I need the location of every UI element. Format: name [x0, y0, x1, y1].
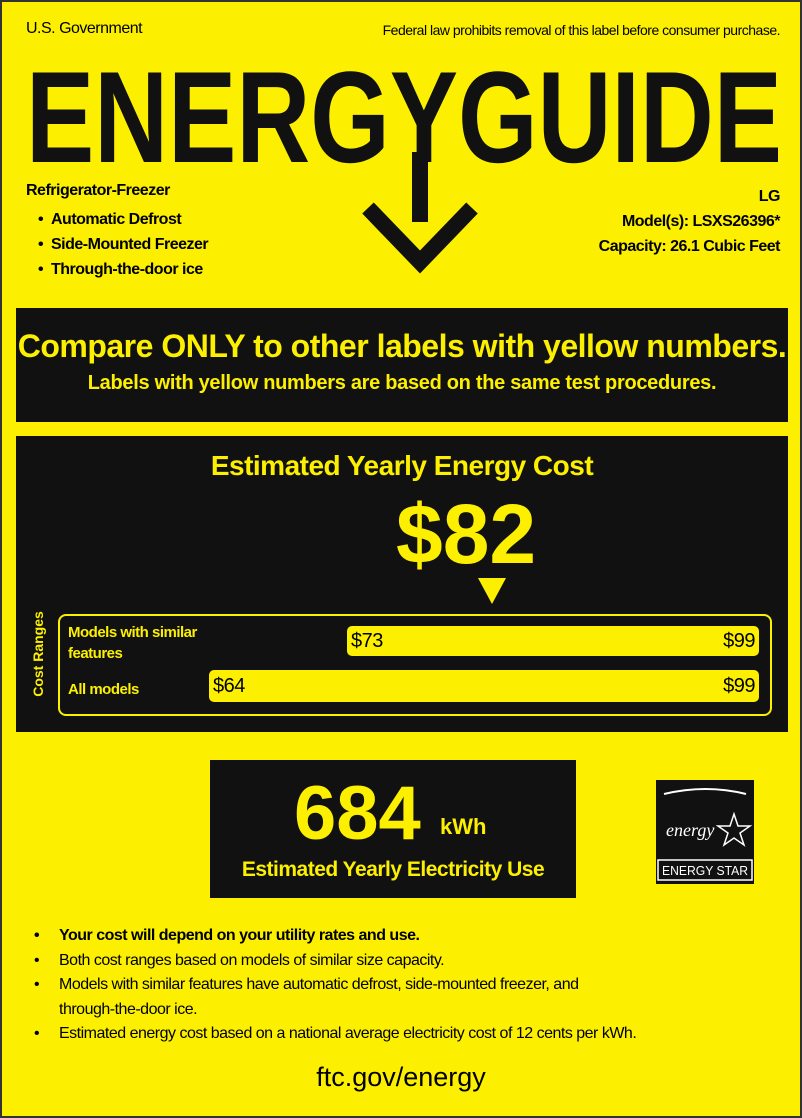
product-type: Refrigerator-Freezer — [26, 182, 170, 199]
note-text: Both cost ranges based on models of simi… — [59, 951, 445, 969]
kwh-unit: kWh — [440, 814, 487, 839]
brand: LG — [758, 188, 781, 205]
footer-url: ftc.gov/energy — [316, 1062, 486, 1092]
electricity-box: 684 kWh Estimated Yearly Electricity Use — [210, 760, 576, 898]
note: • Your cost will depend on your utility r… — [34, 924, 636, 949]
feature-text: Automatic Defrost — [51, 211, 182, 228]
ranges-frame — [58, 614, 772, 716]
law-text: Federal law prohibits removal of this la… — [382, 22, 781, 38]
notes: • Your cost will depend on your utility r… — [34, 924, 637, 1047]
range-bar: $73 $99 — [347, 626, 759, 656]
cost-marker — [478, 578, 506, 604]
note: • Models with similar features have autom… — [34, 973, 636, 1022]
feature: • Automatic Defrost — [38, 211, 182, 228]
energy-star-art: energy ENERGY STAR — [657, 788, 753, 881]
note-text: Models with similar features have automa… — [59, 976, 579, 1018]
range-low: $64 — [213, 675, 245, 697]
arrow-head — [362, 202, 478, 274]
cost-triangle — [478, 578, 506, 604]
energy-star-logo: energy ENERGY STAR — [656, 780, 754, 884]
kwh-value: 684 — [294, 771, 421, 856]
range-low: $73 — [351, 630, 383, 652]
feature-list: • Automatic Defrost • Side-Mounted Freez… — [38, 207, 209, 282]
logo-script: energy — [666, 820, 714, 840]
capacity: Capacity: 26.1 Cubic Feet — [598, 238, 781, 255]
note-text: Your cost will depend on your utility ra… — [59, 927, 420, 944]
range-bar: $64 $99 — [209, 670, 759, 702]
logo-label-box — [657, 859, 753, 881]
compare-box: Compare ONLY to other labels with yellow… — [16, 308, 788, 422]
title: ENERGYGUIDE — [26, 44, 782, 190]
logo-star — [715, 811, 753, 847]
feature-text: Through-the-door ice — [51, 261, 203, 278]
feature: • Through-the-door ice — [38, 261, 203, 278]
cost-box: Estimated Yearly Energy Cost $82 Cost Ra… — [16, 436, 788, 732]
feature-text: Side-Mounted Freezer — [51, 236, 209, 253]
cost-value: $82 — [396, 487, 537, 581]
note: • Estimated energy cost based on a nation… — [34, 1022, 637, 1047]
arrow-shaft — [412, 152, 428, 222]
range-high: $99 — [723, 630, 755, 652]
logo-label: ENERGY STAR — [662, 863, 748, 878]
cost-title: Estimated Yearly Energy Cost — [210, 450, 594, 481]
ranges-label: Cost Ranges — [30, 611, 46, 697]
compare-headline: Compare ONLY to other labels with yellow… — [17, 328, 787, 364]
electricity-label: Estimated Yearly Electricity Use — [241, 858, 545, 881]
product-info: LG Model(s): LSXS26396* Capacity: 26.1 C… — [598, 184, 781, 259]
range-high: $99 — [723, 675, 755, 697]
gov-text: U.S. Government — [26, 20, 143, 37]
compare-subline: Labels with yellow numbers are based on … — [87, 372, 717, 394]
range-label: Models with similar features — [68, 624, 197, 662]
note: • Both cost ranges based on models of sim… — [34, 949, 636, 974]
note-text: Estimated energy cost based on a nationa… — [59, 1025, 637, 1042]
feature: • Side-Mounted Freezer — [38, 236, 209, 253]
logo-arc — [663, 788, 747, 795]
model: Model(s): LSXS26396* — [621, 213, 781, 230]
range-label: All models — [68, 681, 139, 698]
